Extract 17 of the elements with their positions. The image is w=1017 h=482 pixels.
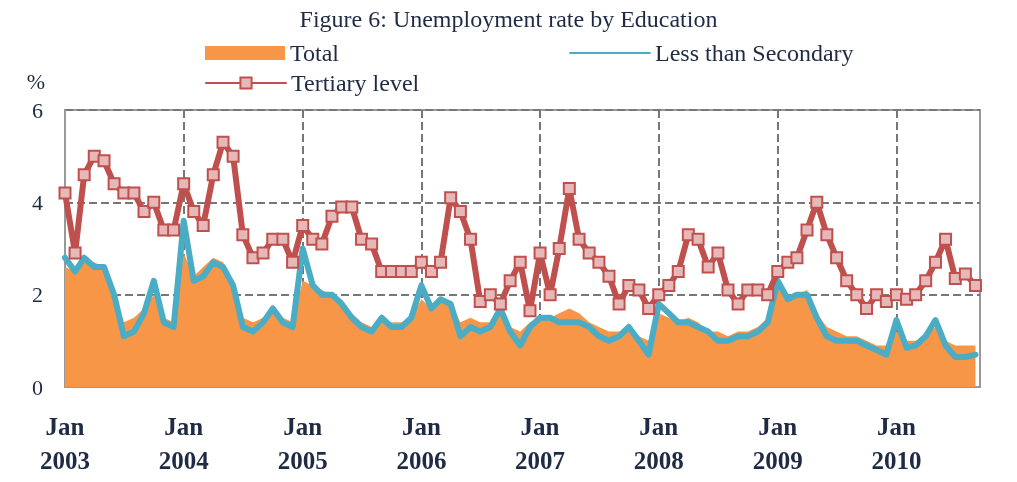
legend-label: Tertiary level xyxy=(291,70,420,96)
y-axis-title: % xyxy=(26,68,45,94)
chart-title: Figure 6: Unemployment rate by Education xyxy=(299,6,718,32)
y-tick-label: 6 xyxy=(32,97,43,123)
y-tick-label: 0 xyxy=(32,374,43,400)
legend-label: Total xyxy=(290,40,340,66)
y-tick-label: 4 xyxy=(32,189,43,215)
x-tick-label: Jan 2007 xyxy=(515,412,566,474)
y-tick-label: 2 xyxy=(32,282,43,308)
x-tick-label: Jan 2003 xyxy=(40,412,90,474)
legend-label: Less than Secondary xyxy=(654,40,854,66)
x-tick-label: Jan 2010 xyxy=(871,412,922,474)
x-tick-label: Jan 2009 xyxy=(752,412,803,474)
x-tick-label: Jan 2005 xyxy=(277,412,328,474)
x-tick-label: Jan 2006 xyxy=(396,412,447,474)
x-tick-label: Jan 2004 xyxy=(158,412,210,474)
x-tick-label: Jan 2008 xyxy=(633,412,684,474)
